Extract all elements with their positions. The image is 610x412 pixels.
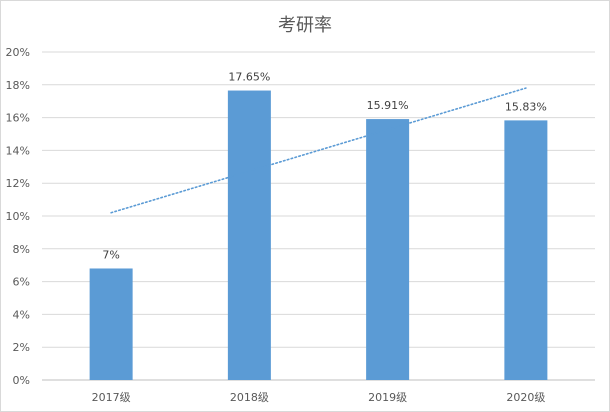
y-tick-label: 10% (6, 210, 30, 223)
data-labels: 7% 17.65% 15.91% 15.83% (102, 71, 546, 262)
x-tick-label: 2018级 (230, 391, 269, 404)
chart-title: 考研率 (278, 15, 332, 36)
y-tick-label: 12% (6, 177, 30, 190)
x-axis-ticks: 2017级 2018级 2019级 2020级 (92, 391, 546, 404)
y-tick-label: 4% (13, 308, 30, 321)
trendline (110, 87, 527, 214)
bar (89, 268, 133, 380)
y-tick-label: 6% (13, 276, 30, 289)
y-tick-label: 2% (13, 341, 30, 354)
y-tick-label: 20% (6, 46, 30, 59)
trendline-group (110, 87, 527, 214)
data-label: 15.91% (367, 99, 409, 112)
bar (504, 120, 548, 380)
data-label: 17.65% (228, 71, 270, 84)
data-label: 15.83% (505, 100, 547, 113)
bar (366, 119, 410, 381)
y-tick-label: 0% (13, 374, 30, 387)
y-tick-label: 14% (6, 144, 30, 157)
bar (227, 90, 271, 380)
y-tick-label: 18% (6, 79, 30, 92)
gridlines (42, 51, 595, 381)
y-tick-label: 8% (13, 243, 30, 256)
x-tick-label: 2019级 (368, 391, 407, 404)
data-label: 7% (102, 248, 119, 261)
y-axis-ticks: 0% 2% 4% 6% 8% 10% 12% 14% 16% 18% 20% (6, 46, 30, 387)
y-tick-label: 16% (6, 112, 30, 125)
bars (89, 90, 548, 381)
x-tick-label: 2017级 (92, 391, 131, 404)
x-tick-label: 2020级 (506, 391, 545, 404)
